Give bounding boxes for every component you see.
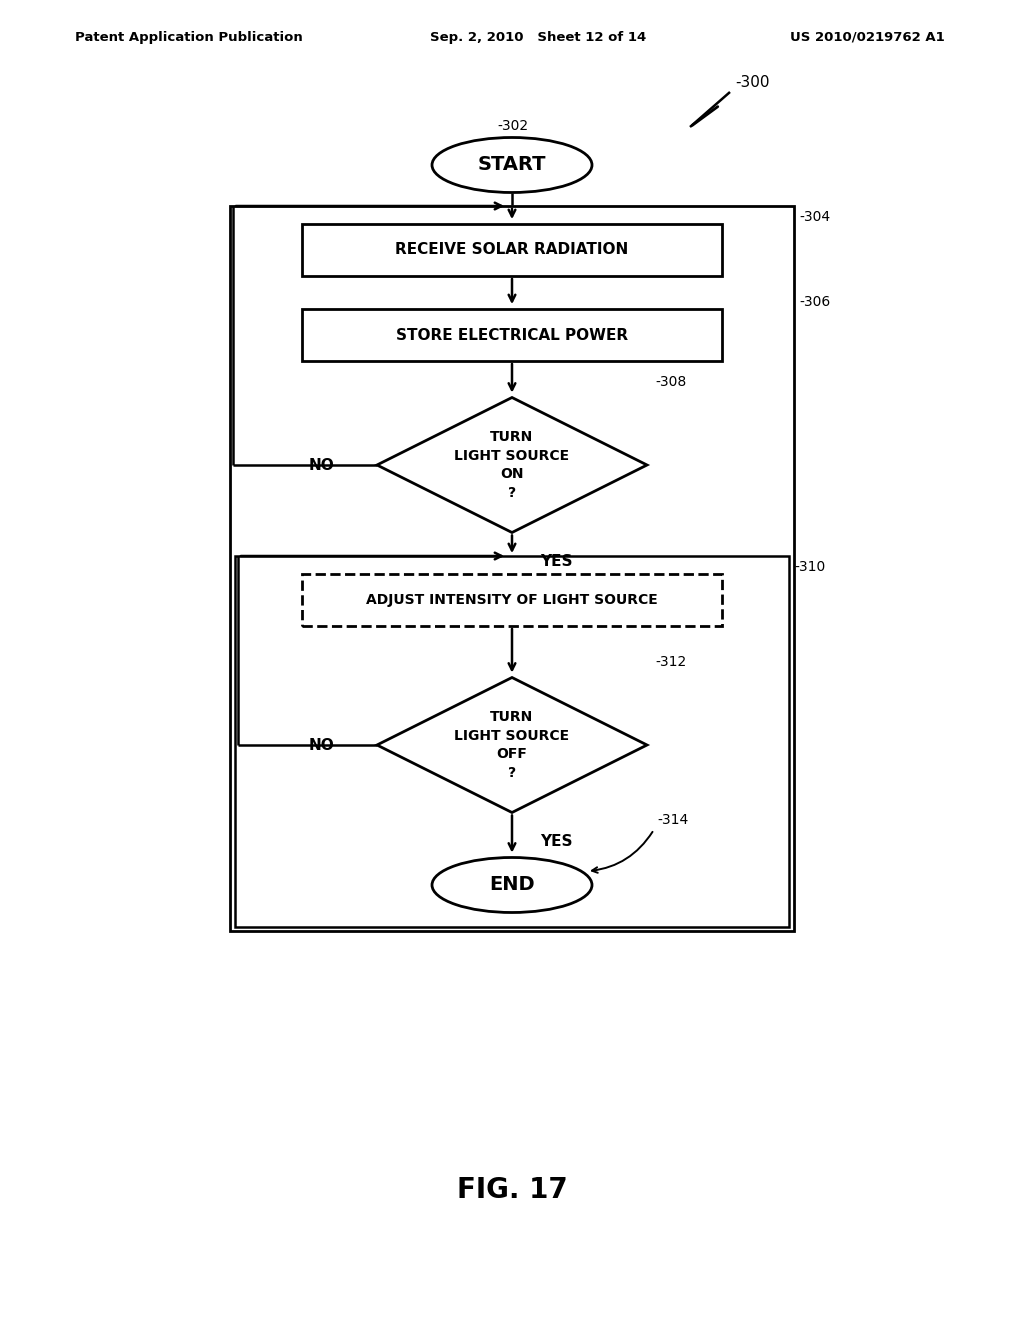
Text: YES: YES: [540, 554, 572, 569]
Text: -304: -304: [799, 210, 830, 224]
Text: Patent Application Publication: Patent Application Publication: [75, 30, 303, 44]
Text: TURN
LIGHT SOURCE
ON
?: TURN LIGHT SOURCE ON ?: [455, 430, 569, 499]
Text: -314: -314: [657, 813, 688, 828]
Bar: [302, 224, 722, 276]
Text: NO: NO: [309, 738, 335, 752]
Text: END: END: [489, 875, 535, 895]
Text: -312: -312: [655, 656, 686, 669]
Bar: [234, 556, 790, 927]
Text: -310: -310: [794, 560, 825, 574]
Text: -300: -300: [735, 75, 769, 90]
Bar: [302, 574, 722, 626]
Text: START: START: [478, 156, 546, 174]
Text: TURN
LIGHT SOURCE
OFF
?: TURN LIGHT SOURCE OFF ?: [455, 710, 569, 780]
Text: ADJUST INTENSITY OF LIGHT SOURCE: ADJUST INTENSITY OF LIGHT SOURCE: [367, 593, 657, 607]
Text: STORE ELECTRICAL POWER: STORE ELECTRICAL POWER: [396, 327, 628, 342]
Bar: [302, 309, 722, 360]
Text: RECEIVE SOLAR RADIATION: RECEIVE SOLAR RADIATION: [395, 243, 629, 257]
Text: Sep. 2, 2010   Sheet 12 of 14: Sep. 2, 2010 Sheet 12 of 14: [430, 30, 646, 44]
Text: -302: -302: [497, 120, 528, 133]
Text: YES: YES: [540, 834, 572, 850]
Text: -308: -308: [655, 375, 686, 389]
Text: NO: NO: [309, 458, 335, 473]
Text: US 2010/0219762 A1: US 2010/0219762 A1: [790, 30, 945, 44]
Bar: [230, 206, 794, 931]
Text: FIG. 17: FIG. 17: [457, 1176, 567, 1204]
Text: -306: -306: [799, 294, 830, 309]
